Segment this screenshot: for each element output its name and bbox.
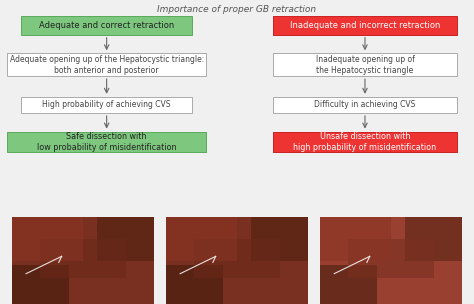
FancyBboxPatch shape	[273, 132, 457, 152]
FancyBboxPatch shape	[166, 217, 308, 304]
Text: Inadequate opening up of
the Hepatocystic triangle: Inadequate opening up of the Hepatocysti…	[316, 55, 414, 75]
FancyBboxPatch shape	[405, 217, 462, 261]
FancyBboxPatch shape	[348, 239, 434, 278]
FancyBboxPatch shape	[320, 217, 462, 304]
FancyBboxPatch shape	[273, 16, 457, 35]
Text: Inadequate and incorrect retraction: Inadequate and incorrect retraction	[290, 21, 440, 30]
Text: Difficulty in achieving CVS: Difficulty in achieving CVS	[314, 100, 416, 109]
FancyBboxPatch shape	[97, 217, 154, 261]
Text: Unsafe dissection with
high probability of misidentification: Unsafe dissection with high probability …	[293, 132, 437, 152]
FancyBboxPatch shape	[194, 239, 280, 278]
FancyBboxPatch shape	[40, 239, 126, 278]
Text: Adequate and correct retraction: Adequate and correct retraction	[39, 21, 174, 30]
FancyBboxPatch shape	[12, 217, 154, 304]
FancyBboxPatch shape	[166, 265, 223, 304]
FancyBboxPatch shape	[320, 217, 391, 261]
Text: Safe dissection with
low probability of misidentification: Safe dissection with low probability of …	[37, 132, 176, 152]
Text: Adequate opening up of the Hepatocystic triangle:
both anterior and posterior: Adequate opening up of the Hepatocystic …	[9, 55, 204, 75]
Text: Importance of proper GB retraction: Importance of proper GB retraction	[157, 5, 317, 14]
FancyBboxPatch shape	[21, 97, 192, 113]
FancyBboxPatch shape	[12, 265, 69, 304]
FancyBboxPatch shape	[12, 217, 83, 261]
FancyBboxPatch shape	[273, 53, 457, 76]
FancyBboxPatch shape	[166, 217, 237, 261]
Text: High probability of achieving CVS: High probability of achieving CVS	[42, 100, 171, 109]
FancyBboxPatch shape	[251, 217, 308, 261]
FancyBboxPatch shape	[21, 16, 192, 35]
FancyBboxPatch shape	[273, 97, 457, 113]
FancyBboxPatch shape	[320, 265, 377, 304]
FancyBboxPatch shape	[7, 132, 206, 152]
FancyBboxPatch shape	[7, 53, 206, 76]
